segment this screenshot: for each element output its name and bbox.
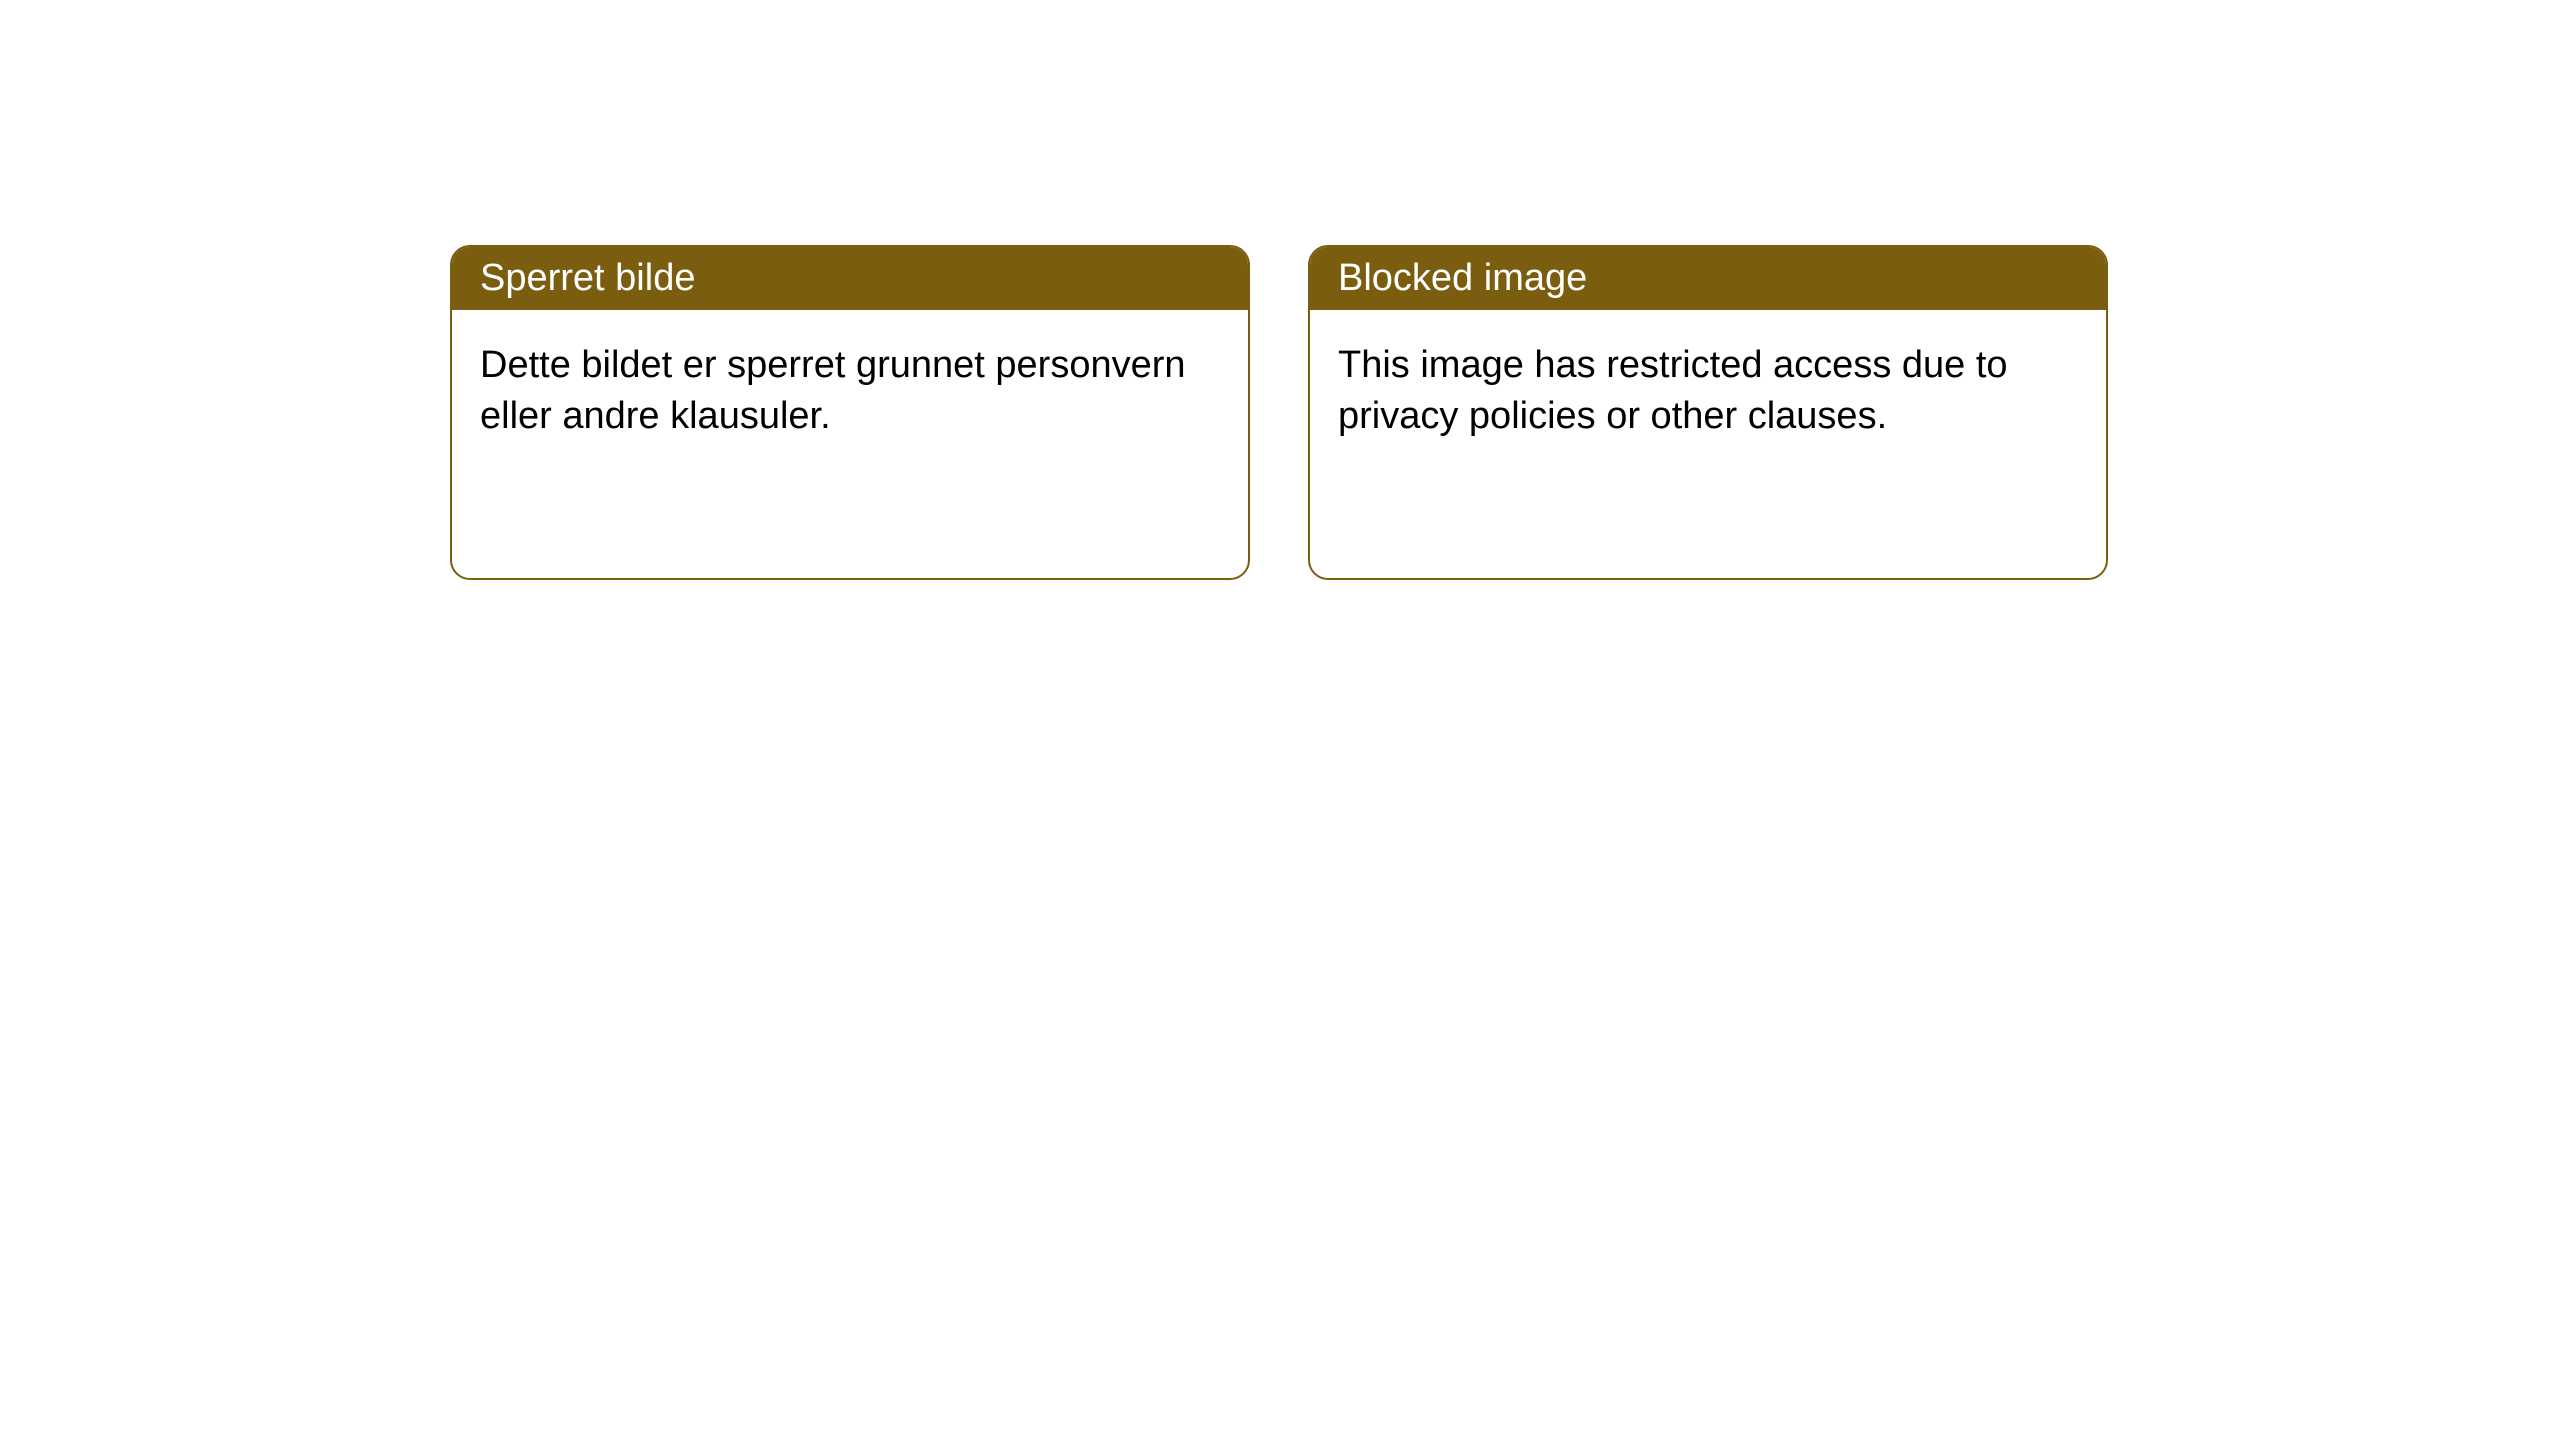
notice-card-no: Sperret bilde Dette bildet er sperret gr… [450,245,1250,580]
notice-text-no: Dette bildet er sperret grunnet personve… [480,344,1186,437]
notice-header-no: Sperret bilde [452,247,1248,310]
notice-body-en: This image has restricted access due to … [1310,310,2106,473]
notice-header-en: Blocked image [1310,247,2106,310]
notice-title-en: Blocked image [1338,257,1587,299]
notice-text-en: This image has restricted access due to … [1338,344,2008,437]
notice-body-no: Dette bildet er sperret grunnet personve… [452,310,1248,473]
notice-container: Sperret bilde Dette bildet er sperret gr… [0,0,2560,580]
notice-title-no: Sperret bilde [480,257,695,299]
notice-card-en: Blocked image This image has restricted … [1308,245,2108,580]
